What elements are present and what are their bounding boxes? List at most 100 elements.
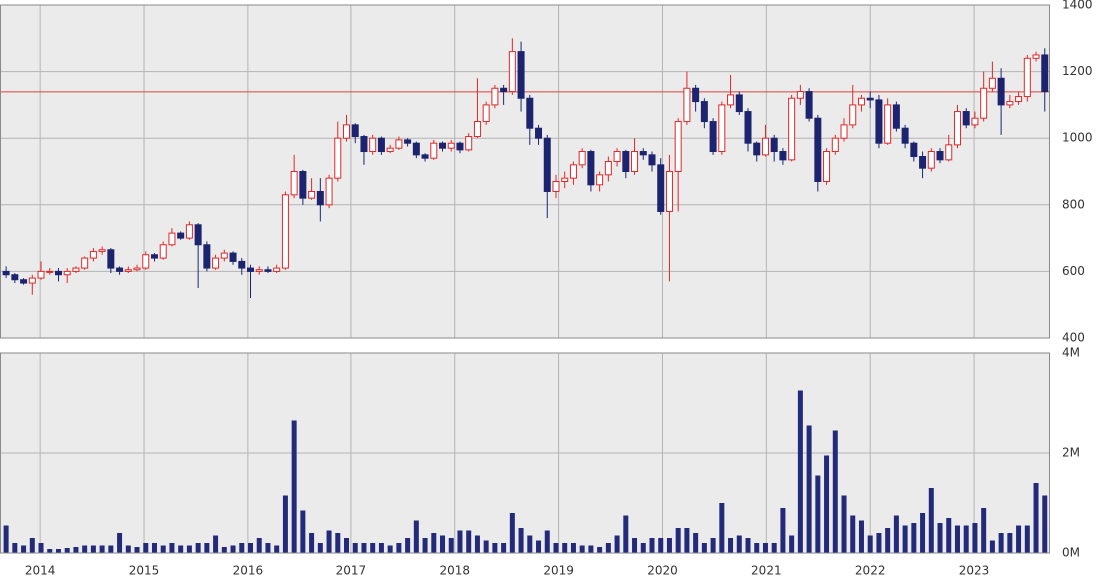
candle-body <box>831 137 839 153</box>
volume-bar <box>570 543 576 553</box>
volume-bar <box>73 547 79 553</box>
candle-body <box>665 171 673 212</box>
candle-body <box>308 190 316 199</box>
volume-bar <box>55 549 61 553</box>
candle-body <box>421 154 429 159</box>
volume-bar <box>474 535 480 553</box>
volume-bar <box>832 430 838 553</box>
candle-body <box>727 94 735 106</box>
volume-bar <box>928 488 934 553</box>
y-tick-label: 1200 <box>1062 64 1093 78</box>
candle-body <box>517 51 525 99</box>
candle-body <box>648 154 656 166</box>
candle-body <box>290 171 298 196</box>
volume-bar <box>12 543 18 553</box>
candle-body <box>133 267 141 271</box>
volume-bar <box>754 543 760 553</box>
volume-bar <box>501 543 507 553</box>
volume-bar <box>632 538 638 553</box>
candle-body <box>482 104 490 123</box>
candle-body <box>936 151 944 161</box>
volume-bar <box>1007 533 1013 553</box>
y-tick-label: 1400 <box>1062 0 1093 12</box>
candle-body <box>360 136 368 153</box>
volume-bar <box>544 530 550 553</box>
candle-body <box>578 151 586 166</box>
candle-body <box>229 252 237 262</box>
volume-bar <box>588 545 594 553</box>
volume-bar <box>448 538 454 553</box>
volume-bar <box>1016 525 1022 553</box>
volume-bar <box>274 545 280 553</box>
x-tick-label: 2019 <box>543 564 574 578</box>
volume-bar <box>422 538 428 553</box>
volume-bar <box>902 525 908 553</box>
volume-bar <box>518 528 524 553</box>
candle-body <box>823 151 831 182</box>
candle-body <box>491 87 499 106</box>
volume-bar <box>291 420 297 553</box>
volume-bar <box>378 543 384 553</box>
candle-body <box>962 111 970 126</box>
volume-bar <box>387 545 393 553</box>
candle-body <box>299 171 307 199</box>
candle-body <box>456 142 464 151</box>
y-tick-label: 400 <box>1062 331 1085 345</box>
x-tick-label: 2016 <box>233 564 264 578</box>
volume-bar <box>684 528 690 553</box>
candle-body <box>412 142 420 156</box>
candle-body <box>447 142 455 149</box>
candle-body <box>526 97 534 129</box>
y-tick-label: 600 <box>1062 264 1085 278</box>
volume-bar <box>1024 525 1030 553</box>
candle-body <box>343 124 351 139</box>
candle-body <box>587 151 595 186</box>
volume-bar <box>370 543 376 553</box>
candle-body <box>116 267 124 272</box>
candle-body <box>281 194 289 269</box>
volume-bar <box>789 535 795 553</box>
volume-bar <box>623 515 629 553</box>
x-tick-label: 2014 <box>25 564 56 578</box>
candle-body <box>779 151 787 161</box>
x-tick-label: 2022 <box>855 564 886 578</box>
volume-bar <box>326 530 332 553</box>
candle-body <box>177 232 185 239</box>
candle-body <box>971 117 979 126</box>
candle-body <box>683 87 691 123</box>
volume-bar <box>841 495 847 553</box>
candle-body <box>805 91 813 119</box>
candle-body <box>142 254 150 269</box>
volume-bar <box>352 543 358 553</box>
volume-bar <box>762 543 768 553</box>
candle-body <box>840 124 848 139</box>
candle-body <box>220 252 228 259</box>
volume-bar <box>946 518 952 553</box>
candle-body <box>255 269 263 272</box>
volume-bar <box>440 535 446 553</box>
volume-bar <box>649 538 655 553</box>
candle-body <box>72 267 80 272</box>
candle-body <box>884 104 892 144</box>
candle-body <box>674 121 682 173</box>
volume-bar <box>701 543 707 553</box>
volume-bar <box>247 543 253 553</box>
volume-bar <box>893 515 899 553</box>
candle-body <box>404 139 412 144</box>
candle-body <box>465 136 473 151</box>
candle-body <box>770 137 778 153</box>
candle-body <box>604 161 612 176</box>
y-tick-label: 1000 <box>1062 131 1093 145</box>
candle-body <box>622 151 630 173</box>
volume-bar <box>824 455 830 553</box>
volume-bar <box>728 538 734 553</box>
volume-bar <box>265 543 271 553</box>
volume-bar <box>666 538 672 553</box>
volume-bar <box>151 543 157 553</box>
candle-body <box>1015 96 1023 103</box>
volume-bar <box>937 523 943 553</box>
candle-body <box>709 121 717 153</box>
y-tick-label: 800 <box>1062 197 1085 211</box>
volume-bar <box>317 543 323 553</box>
volume-bar <box>597 547 603 553</box>
